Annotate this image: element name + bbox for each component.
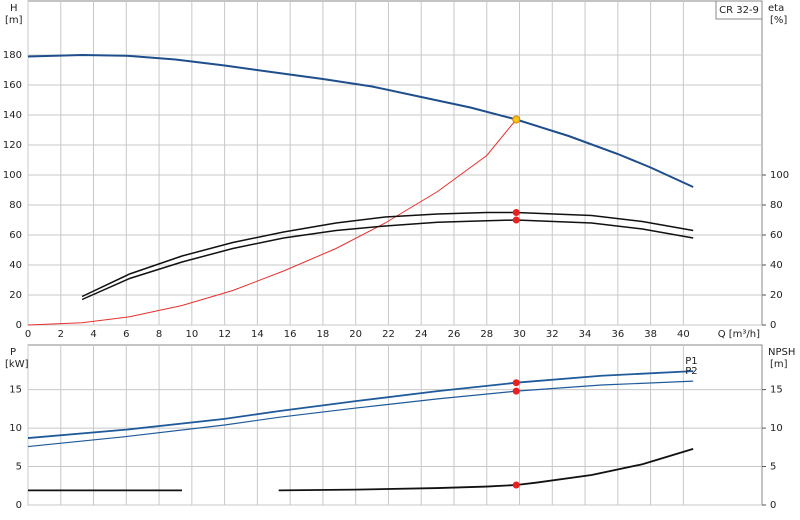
series-line <box>27 53 694 188</box>
x-tick-label: 34 <box>579 329 592 340</box>
y2-tick-label: 100 <box>770 170 789 181</box>
y-tick-label: 140 <box>3 110 22 121</box>
x-tick-label: 38 <box>644 329 657 340</box>
x-tick-label: 4 <box>90 329 96 340</box>
y2-tick-label: 5 <box>770 462 776 473</box>
y-tick-label: 5 <box>16 462 22 473</box>
series-line <box>27 370 694 439</box>
y2-tick-label: 10 <box>770 423 783 434</box>
x-axis-label: Q [m³/h] <box>718 329 760 340</box>
operating-point <box>512 379 520 387</box>
y2-tick-label: 0 <box>770 500 776 511</box>
y2-tick-label: 40 <box>770 260 783 271</box>
x-tick-label: 12 <box>218 329 231 340</box>
x-tick-label: 6 <box>123 329 129 340</box>
model-label: CR 32-9 <box>719 5 759 16</box>
y-tick-label: 10 <box>9 423 22 434</box>
y-tick-label: 15 <box>9 385 22 396</box>
series-line <box>27 119 517 326</box>
operating-point <box>512 209 520 216</box>
operating-point <box>512 481 520 489</box>
operating-point <box>512 387 520 395</box>
series-line <box>81 211 694 298</box>
model-box <box>715 0 763 20</box>
series-label: P1 <box>685 356 697 367</box>
x-tick-label: 40 <box>677 329 690 340</box>
y-tick-label: 0 <box>16 320 22 331</box>
y-tick-label: 40 <box>9 260 22 271</box>
x-tick-label: 14 <box>251 329 264 340</box>
series-line <box>81 219 694 301</box>
x-tick-label: 28 <box>480 329 493 340</box>
y-axis-label: P <box>10 347 16 358</box>
y2-tick-label: 60 <box>770 230 783 241</box>
x-tick-label: 32 <box>546 329 559 340</box>
y-tick-label: 0 <box>16 500 22 511</box>
y-tick-label: 160 <box>3 80 22 91</box>
y-tick-label: 180 <box>3 50 22 61</box>
y-tick-label: 20 <box>9 290 22 301</box>
operating-point <box>512 216 520 224</box>
x-tick-label: 22 <box>382 329 395 340</box>
y-tick-label: 120 <box>3 140 22 151</box>
y-tick-label: 100 <box>3 170 22 181</box>
y2-axis-label: eta <box>768 3 784 14</box>
y2-axis-unit: [m] <box>770 359 788 370</box>
y2-tick-label: 80 <box>770 200 783 211</box>
x-tick-label: 8 <box>156 329 162 340</box>
y-tick-label: 60 <box>9 230 22 241</box>
y-axis-unit: [m] <box>5 15 23 26</box>
y2-tick-label: 0 <box>770 320 776 331</box>
x-tick-label: 24 <box>415 329 428 340</box>
y2-tick-label: 20 <box>770 290 783 301</box>
operating-point <box>512 115 521 124</box>
x-tick-label: 16 <box>284 329 297 340</box>
series-line <box>27 380 694 448</box>
x-tick-label: 30 <box>513 329 526 340</box>
x-tick-label: 36 <box>611 329 624 340</box>
plot-frame <box>27 344 763 506</box>
y2-axis-unit: [%] <box>770 15 787 26</box>
y2-tick-label: 15 <box>770 385 783 396</box>
series-label: P2 <box>685 366 697 377</box>
x-tick-label: 26 <box>448 329 461 340</box>
x-tick-label: 2 <box>58 329 64 340</box>
series-line <box>28 447 694 492</box>
x-tick-label: 20 <box>349 329 362 340</box>
y-axis-label: H <box>10 3 18 14</box>
y2-axis-label: NPSH <box>768 347 795 358</box>
y-tick-label: 80 <box>9 200 22 211</box>
x-tick-label: 10 <box>185 329 198 340</box>
x-tick-label: 18 <box>317 329 330 340</box>
y-axis-unit: [kW] <box>5 359 29 370</box>
x-tick-label: 0 <box>25 329 31 340</box>
